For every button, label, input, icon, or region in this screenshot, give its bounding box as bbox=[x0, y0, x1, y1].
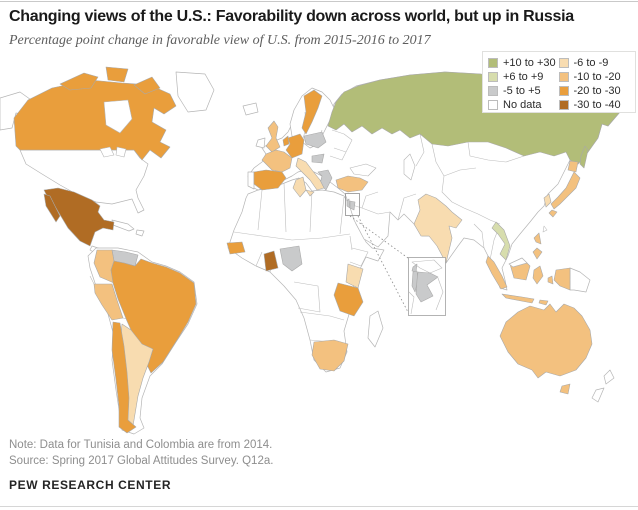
landmass-greenland bbox=[175, 71, 215, 113]
country-turkey bbox=[335, 175, 369, 193]
legend-label: +6 to +9 bbox=[503, 70, 544, 83]
legend-item: -20 to -30 bbox=[558, 84, 635, 97]
country-poland bbox=[303, 131, 327, 149]
legend-item: -10 to -20 bbox=[558, 70, 635, 83]
caspian-sea bbox=[403, 153, 416, 181]
country-mexico-baja bbox=[43, 193, 61, 223]
country-netherlands bbox=[282, 135, 290, 147]
country-mexico bbox=[43, 187, 115, 247]
legend-item: +10 to +30 bbox=[488, 56, 559, 69]
landmass-usa bbox=[19, 149, 149, 214]
landmass-madagascar bbox=[367, 310, 384, 348]
country-indonesia-java bbox=[501, 293, 535, 304]
shaded-countries bbox=[13, 66, 627, 434]
country-philippines bbox=[532, 232, 543, 260]
great-lakes bbox=[99, 146, 127, 158]
country-spain bbox=[253, 169, 287, 191]
landmass-portugal bbox=[247, 171, 255, 190]
country-jordan-inset bbox=[415, 271, 439, 303]
country-senegal bbox=[226, 241, 246, 255]
country-australia bbox=[499, 303, 593, 395]
legend-swatch-down30to40 bbox=[558, 99, 569, 110]
country-france bbox=[261, 149, 293, 173]
legend-label: -10 to -20 bbox=[573, 70, 621, 83]
country-canada-arctic-islands bbox=[59, 66, 161, 95]
legend-item: -6 to -9 bbox=[558, 56, 635, 69]
legend-swatch-nodata bbox=[488, 99, 498, 110]
country-vietnam bbox=[491, 221, 511, 261]
country-peru bbox=[93, 283, 124, 321]
page-subtitle: Percentage point change in favorable vie… bbox=[9, 33, 431, 48]
landmass-ireland bbox=[255, 137, 266, 149]
levant-inset bbox=[345, 193, 446, 316]
page-title: Changing views of the U.S.: Favorability… bbox=[9, 8, 574, 25]
legend-label: -5 to +5 bbox=[503, 84, 541, 97]
legend-label: No data bbox=[503, 98, 542, 111]
footer-note: Note: Data for Tunisia and Colombia are … bbox=[9, 439, 273, 451]
inset-source-frame bbox=[345, 193, 360, 216]
country-india bbox=[413, 193, 463, 264]
legend: +10 to +30 +6 to +9 -5 to +5 No data -6 … bbox=[482, 51, 636, 113]
country-tunisia bbox=[292, 176, 307, 198]
top-rule bbox=[0, 1, 638, 2]
legend-swatch-down6to9 bbox=[558, 57, 569, 68]
landmass-hispaniola bbox=[135, 229, 145, 237]
legend-label: -30 to -40 bbox=[573, 98, 621, 111]
country-canada bbox=[13, 79, 177, 161]
country-tanzania bbox=[333, 282, 364, 317]
footer-source: Source: Spring 2017 Global Attitudes Sur… bbox=[9, 454, 274, 467]
legend-swatch-up10to30 bbox=[488, 57, 498, 68]
country-russia-sakhalin bbox=[579, 145, 589, 169]
legend-item: No data bbox=[488, 98, 559, 111]
country-sweden bbox=[301, 89, 323, 135]
country-uk bbox=[265, 120, 281, 153]
landmass-cuba bbox=[111, 219, 135, 232]
country-nigeria bbox=[279, 245, 303, 272]
legend-swatch-down20to30 bbox=[558, 85, 569, 96]
country-ghana bbox=[263, 250, 279, 272]
country-germany bbox=[285, 133, 305, 159]
legend-column-2: -6 to -9 -10 to -20 -20 to -30 -30 to -4… bbox=[558, 56, 635, 112]
country-hungary bbox=[311, 153, 325, 164]
legend-label: +10 to +30 bbox=[503, 56, 556, 69]
legend-label: -20 to -30 bbox=[573, 84, 621, 97]
country-japan bbox=[548, 160, 581, 218]
legend-item: -5 to +5 bbox=[488, 84, 559, 97]
country-indonesia-sulawesi bbox=[532, 265, 554, 306]
black-sea bbox=[349, 163, 377, 177]
country-indonesia-papua bbox=[553, 267, 571, 291]
legend-swatch-flat5 bbox=[488, 85, 498, 96]
country-brazil bbox=[110, 258, 197, 374]
legend-label: -6 to -9 bbox=[573, 56, 609, 69]
bottom-rule bbox=[0, 506, 638, 507]
landmass-malaysia bbox=[508, 257, 528, 268]
legend-item: -30 to -40 bbox=[558, 98, 635, 111]
country-jordan-main bbox=[349, 200, 356, 211]
country-chile bbox=[111, 321, 137, 434]
legend-swatch-down10to20 bbox=[558, 71, 569, 82]
legend-swatch-up6to9 bbox=[488, 71, 498, 82]
legend-column-1: +10 to +30 +6 to +9 -5 to +5 No data bbox=[488, 56, 559, 112]
hudson-bay bbox=[103, 99, 133, 134]
inset-syria-border bbox=[408, 259, 444, 315]
country-indonesia-sumatra bbox=[485, 255, 508, 290]
brand-label: PEW RESEARCH CENTER bbox=[9, 478, 172, 492]
country-south-africa bbox=[311, 339, 349, 372]
legend-item: +6 to +9 bbox=[488, 70, 559, 83]
landmass-new-zealand bbox=[591, 369, 615, 403]
footer-notes: Note: Data for Tunisia and Colombia are … bbox=[9, 438, 273, 469]
country-south-korea bbox=[543, 193, 552, 208]
landmass-new-guinea-east bbox=[569, 267, 591, 293]
country-italy bbox=[295, 157, 325, 197]
landmass-iceland bbox=[242, 102, 259, 116]
inset-connector-lines bbox=[349, 215, 410, 315]
